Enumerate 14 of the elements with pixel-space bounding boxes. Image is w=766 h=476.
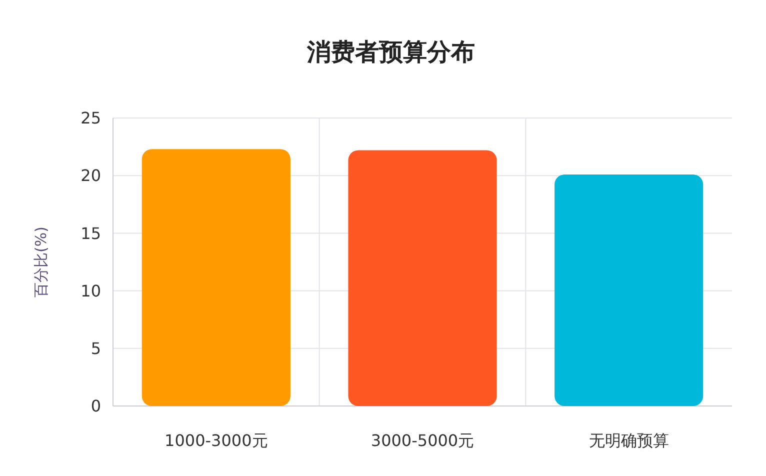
y-tick-label: 20: [80, 166, 101, 186]
y-axis-title: 百分比(%): [32, 226, 50, 298]
x-tick-label: 3000-5000元: [370, 431, 474, 450]
bar: [348, 150, 497, 406]
y-tick-label: 15: [80, 224, 101, 243]
y-tick-label: 25: [80, 108, 101, 128]
x-tick-label: 1000-3000元: [164, 431, 268, 450]
bar: [554, 174, 704, 406]
bar: [142, 149, 290, 406]
y-tick-label: 0: [90, 396, 101, 416]
y-tick-label: 5: [90, 339, 101, 358]
y-tick-label: 10: [80, 281, 101, 300]
x-tick-label: 无明确预算: [588, 431, 669, 450]
chart-title: 消费者预算分布: [306, 38, 475, 66]
